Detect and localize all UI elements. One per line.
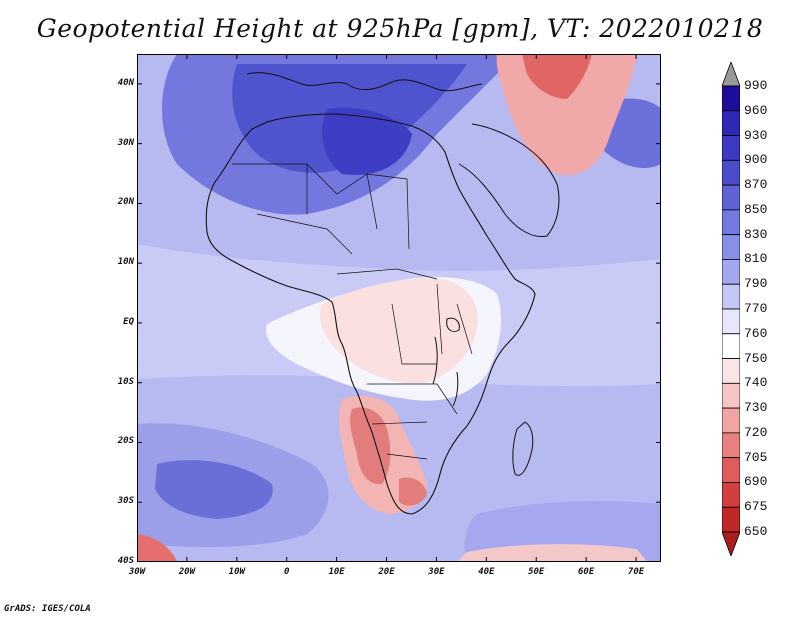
- coastline-madagascar: [512, 421, 534, 476]
- colorbar-min-triangle: [722, 531, 740, 556]
- colorbar-swatch: [722, 209, 740, 236]
- lon-label: 50E: [528, 567, 545, 577]
- lon-label: 10E: [328, 567, 345, 577]
- map-title: Geopotential Height at 925hPa [gpm], VT:…: [36, 14, 764, 43]
- colorbar-level-label: 730: [744, 400, 768, 416]
- colorbar-level-label: 720: [744, 424, 768, 440]
- colorbar-level-label: 830: [744, 226, 768, 242]
- field-low-south-strip: [457, 544, 647, 562]
- colorbar-swatch: [722, 283, 740, 310]
- colorbar-level-label: 850: [744, 201, 768, 217]
- field-low-southwest-corner: [137, 534, 177, 562]
- colorbar-level-label: 750: [744, 350, 768, 366]
- colorbar-swatch: [722, 482, 740, 508]
- colorbar-swatch: [722, 234, 740, 260]
- lon-label: 40E: [478, 567, 495, 577]
- colorbar-swatch: [722, 382, 740, 409]
- colorbar-swatch: [722, 457, 740, 483]
- coastline-europe: [246, 72, 483, 92]
- lat-label: 40S: [117, 556, 134, 566]
- lon-label: 30E: [428, 567, 445, 577]
- colorbar-swatch: [722, 135, 740, 161]
- field-low-iran: [496, 54, 637, 176]
- colorbar-swatch: [722, 432, 740, 459]
- lake-malawi: [452, 371, 459, 407]
- geopotential-map: [137, 54, 661, 562]
- colorbar-swatch: [722, 407, 740, 434]
- colorbar-level-label: 960: [744, 102, 768, 118]
- borders: [232, 163, 473, 460]
- lake-victoria: [446, 317, 460, 333]
- colorbar-swatch: [722, 85, 740, 112]
- field-low-south-core2: [399, 477, 427, 506]
- colorbar-level-label: 705: [744, 449, 768, 465]
- lon-label: 30W: [128, 567, 146, 577]
- field-low-iran-core: [522, 54, 592, 99]
- colorbar-level-label: 760: [744, 325, 768, 341]
- map-border: [137, 54, 661, 562]
- colorbar-max-triangle: [722, 62, 740, 87]
- colorbar-level-label: 790: [744, 276, 768, 292]
- colorbar-level-label: 930: [744, 127, 768, 143]
- map-frame: [137, 54, 661, 562]
- colorbar-swatch: [722, 184, 740, 211]
- lon-label: 20E: [378, 567, 395, 577]
- lat-label: 10S: [117, 376, 134, 387]
- lon-label: 0: [283, 567, 290, 577]
- lon-label: 60E: [578, 567, 595, 577]
- colorbar-level-label: 870: [744, 177, 768, 193]
- colorbar-level-label: 740: [744, 375, 768, 391]
- lat-label: EQ: [123, 316, 134, 327]
- map-ticks: [137, 54, 661, 562]
- colorbar-swatch: [722, 358, 740, 384]
- colorbar-level-label: 690: [744, 474, 768, 490]
- lat-label: 30N: [117, 137, 134, 148]
- lat-label: 20S: [117, 436, 134, 447]
- lat-label: 10N: [117, 257, 134, 268]
- colorbar-level-label: 990: [744, 78, 768, 93]
- colorbar-level-label: 675: [744, 499, 768, 515]
- lat-label: 40N: [117, 77, 134, 88]
- colorbar-swatch: [722, 333, 740, 359]
- coastline-africa: [205, 113, 536, 515]
- field-low-south-core: [350, 407, 391, 485]
- lon-label: 70E: [627, 567, 645, 577]
- colorbar: [722, 62, 740, 556]
- colorbar-level-label: 810: [744, 251, 768, 267]
- grads-credit: GrADS: IGES/COLA: [4, 604, 91, 614]
- colorbar-swatch: [722, 259, 740, 285]
- colorbar-level-label: 770: [744, 301, 768, 316]
- colorbar-swatch: [722, 159, 740, 186]
- coastline-arabia: [458, 123, 560, 238]
- field-high-southwest-core: [155, 460, 273, 519]
- lake-tanganyika: [432, 336, 438, 385]
- field-high-north-core2: [322, 107, 412, 175]
- lat-label: 30S: [117, 496, 134, 507]
- lon-label: 20W: [178, 567, 196, 577]
- lon-label: 10W: [228, 567, 245, 577]
- colorbar-level-label: 650: [744, 524, 768, 539]
- colorbar-swatch: [722, 308, 740, 335]
- colorbar-level-label: 900: [744, 152, 768, 168]
- lat-label: 20N: [117, 197, 134, 208]
- colorbar-swatch: [722, 110, 740, 136]
- colorbar-swatch: [722, 506, 740, 533]
